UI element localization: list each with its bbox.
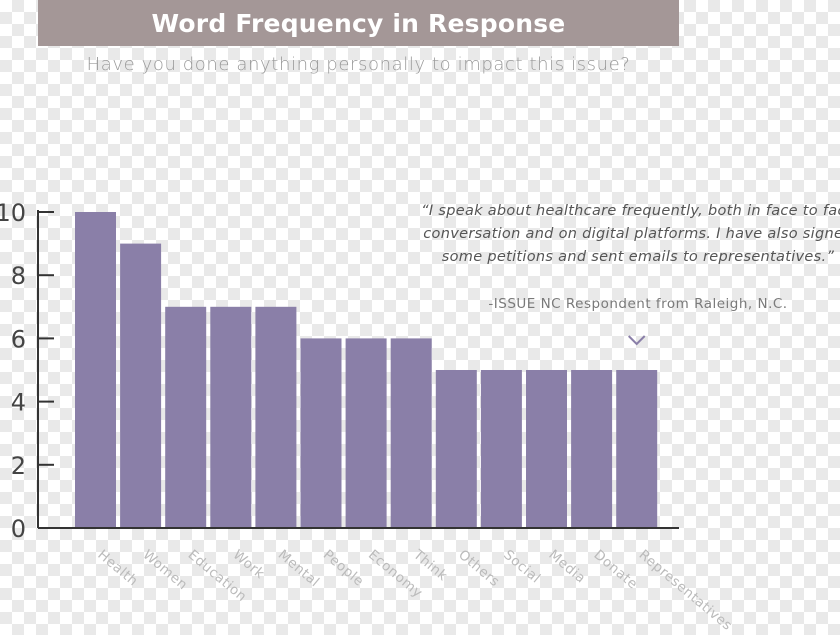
bar-people xyxy=(300,338,342,528)
category-label-people: People xyxy=(320,547,367,590)
bar-women xyxy=(120,243,162,528)
respondent-quote: “I speak about healthcare frequently, bo… xyxy=(421,203,840,265)
y-tick-label-6: 6 xyxy=(11,325,26,353)
chart-title-bar: Word Frequency in Response xyxy=(38,0,679,46)
y-tick-label-10: 10 xyxy=(0,199,26,227)
chart-title: Word Frequency in Response xyxy=(151,8,566,38)
y-tick-label-8: 8 xyxy=(11,262,26,290)
bar-social xyxy=(480,370,522,528)
chevron-down-icon xyxy=(627,335,646,346)
category-label-social: Social xyxy=(500,547,543,587)
bar-economy xyxy=(345,338,387,528)
bar-representatives xyxy=(616,370,658,528)
category-label-work: Work xyxy=(230,547,268,583)
bar-work xyxy=(210,306,252,528)
y-tick-label-2: 2 xyxy=(11,452,26,480)
bar-education xyxy=(165,306,207,528)
bar-media xyxy=(526,370,567,528)
y-tick-label-0: 0 xyxy=(11,515,26,543)
bar-mental xyxy=(255,306,297,528)
category-label-representatives: Representatives xyxy=(636,547,736,634)
category-label-women: Women xyxy=(140,547,191,594)
category-label-donate: Donate xyxy=(591,547,641,593)
y-tick-label-4: 4 xyxy=(11,389,26,417)
category-label-media: Media xyxy=(545,547,588,587)
category-label-health: Health xyxy=(94,547,141,590)
category-label-think: Think xyxy=(409,546,450,584)
category-label-mental: Mental xyxy=(275,547,323,591)
quote-attribution: -ISSUE NC Respondent from Raleigh, N.C. xyxy=(488,296,788,312)
category-label-others: Others xyxy=(455,547,502,590)
bar-think xyxy=(390,338,432,528)
bar-others xyxy=(435,370,477,528)
bar-health xyxy=(75,212,116,528)
bar-donate xyxy=(571,370,613,528)
chart-subtitle: Have you done anything personally to imp… xyxy=(86,54,631,75)
